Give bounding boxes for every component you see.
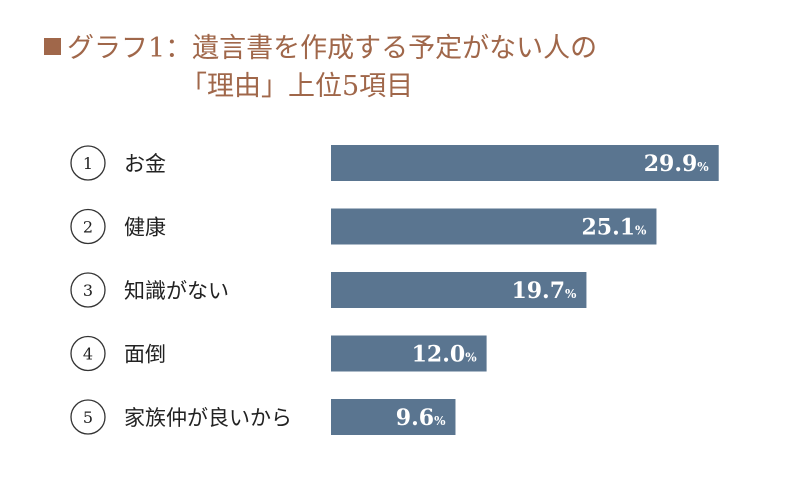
value-unit: %	[565, 287, 577, 301]
category-label: 知識がない	[124, 279, 229, 303]
rank-number: 3	[83, 281, 93, 300]
category-label: お金	[124, 152, 166, 176]
title-line-1: グラフ1：遺言書を作成する予定がない人の	[67, 33, 598, 64]
value-label: 9.6%	[396, 405, 446, 431]
bar	[331, 272, 587, 308]
rank-number: 2	[83, 218, 93, 237]
category-label: 家族仲が良いから	[124, 406, 292, 430]
rank-circle	[70, 208, 106, 245]
bar	[331, 208, 657, 245]
rank-circle	[70, 145, 106, 181]
rank-number: 5	[83, 408, 93, 427]
bar-row: 2 健康 25.1%	[70, 208, 657, 245]
value-unit: %	[434, 414, 446, 428]
bar	[331, 145, 719, 181]
bar-row: 1 お金 29.9%	[70, 145, 719, 181]
category-label: 面倒	[124, 343, 166, 367]
value-unit: %	[465, 351, 477, 365]
rank-circle	[70, 272, 106, 308]
rank-circle	[70, 399, 106, 435]
bar	[331, 335, 487, 372]
category-label: 健康	[124, 216, 166, 240]
rank-number: 4	[83, 345, 93, 364]
title-line-2: 「理由」上位5項目	[180, 71, 414, 102]
rank-circle	[70, 335, 106, 372]
bar	[331, 399, 456, 435]
bar-row: 5 家族仲が良いから 9.6%	[70, 399, 456, 435]
rank-number: 1	[83, 154, 93, 173]
chart-title: グラフ1：遺言書を作成する予定がない人の 「理由」上位5項目	[44, 30, 597, 106]
value-unit: %	[697, 160, 709, 174]
bar-row: 4 面倒 12.0%	[70, 335, 487, 372]
title-marker-icon	[44, 38, 61, 55]
value-unit: %	[635, 224, 647, 238]
bar-row: 3 知識がない 19.7%	[70, 272, 587, 308]
